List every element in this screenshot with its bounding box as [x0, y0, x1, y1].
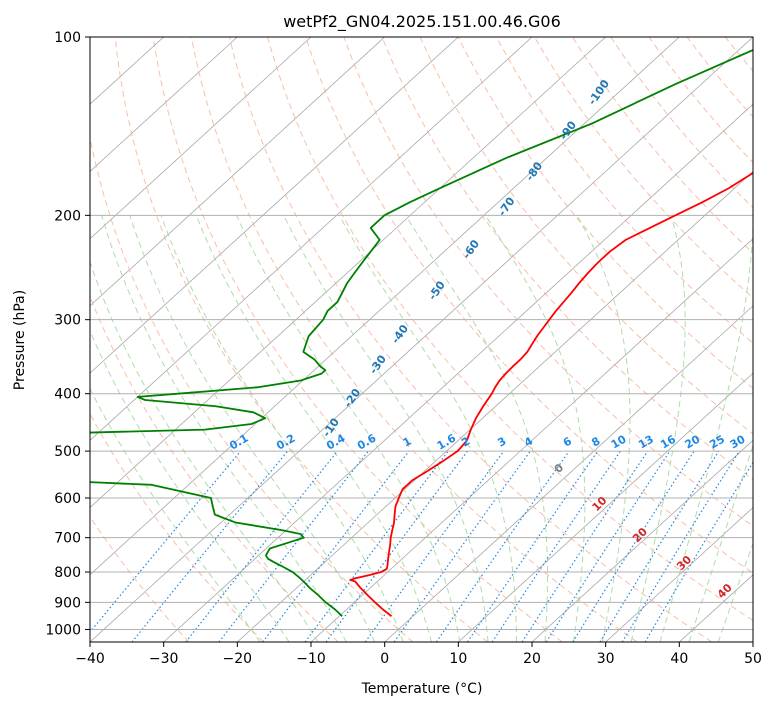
- mixing-ratio-line: [572, 450, 695, 642]
- isotherm-line: [384, 305, 753, 642]
- y-tick-label: 400: [54, 387, 81, 403]
- x-tick-label: 10: [449, 651, 467, 667]
- dry-adiabat-line: [419, 37, 753, 435]
- x-tick-label: −30: [149, 651, 179, 667]
- chart-title: wetPf2_GN04.2025.151.00.46.G06: [283, 12, 561, 32]
- dry-adiabat-line: [90, 515, 190, 642]
- mixing-ratio-line: [364, 450, 505, 642]
- isotherm-line: [90, 37, 533, 441]
- dry-adiabat-line: [495, 37, 753, 344]
- isotherm-line: [605, 507, 753, 642]
- isotherm-line: [752, 641, 753, 642]
- y-tick-label: 700: [54, 531, 81, 547]
- dry-adiabat-line: [90, 412, 264, 642]
- x-axis-ticks: −40 −30 −20 −10 0 10 20 30 40 50: [75, 642, 762, 667]
- moist-adiabat-line: [90, 387, 261, 642]
- x-tick-label: −20: [223, 651, 253, 667]
- moist-adiabat-line: [485, 215, 586, 642]
- isotherm-line: [163, 103, 753, 642]
- mixing-ratio-line: [185, 450, 339, 642]
- y-tick-label: 1000: [45, 622, 81, 638]
- dry-adiabat-line: [763, 37, 775, 642]
- mixing-ratio-line: [545, 450, 671, 642]
- dry-adiabat-line: [305, 37, 753, 574]
- dry-adiabat-line: [457, 37, 753, 389]
- dry-adiabat-line: [381, 37, 753, 481]
- x-tick-label: 0: [380, 651, 389, 667]
- dry-adiabat-line: [114, 37, 488, 642]
- x-tick-label: 40: [670, 651, 688, 667]
- mixing-ratio-line: [644, 461, 753, 642]
- moist-adiabat-line: [688, 443, 753, 642]
- dry-adiabat-line: [229, 37, 713, 642]
- y-tick-label: 500: [54, 444, 81, 460]
- dry-adiabat-line: [152, 37, 563, 642]
- profile-lines: [90, 48, 753, 617]
- y-axis-label: Pressure (hPa): [12, 290, 28, 390]
- x-tick-label: 30: [597, 651, 615, 667]
- isotherm-line: [310, 238, 753, 642]
- isotherm-line: [90, 37, 312, 240]
- mixing-ratio-line: [262, 450, 410, 642]
- mixing-ratio-line: [599, 450, 720, 642]
- moist-adiabat-line: [90, 260, 319, 642]
- isotherm-line: [90, 37, 606, 509]
- moist-adiabat-line: [576, 215, 631, 642]
- dewpoint-line: [90, 48, 753, 617]
- mixing-ratio-line: [218, 450, 369, 642]
- y-tick-label: 200: [54, 208, 81, 224]
- moist-adiabat-line: [195, 215, 432, 642]
- moist-adiabat-line: [405, 215, 549, 642]
- moist-adiabat-line: [236, 215, 461, 642]
- dry-adiabat-line: [572, 37, 753, 254]
- y-tick-label: 800: [54, 565, 81, 581]
- mixing-ratio-line: [393, 450, 531, 642]
- moist-adiabat-line: [160, 215, 404, 642]
- isotherm-line: [531, 439, 753, 642]
- isotherm-line: [90, 37, 459, 374]
- y-axis-ticks: 100 200 300 400 500 600 700 800 900 1000: [45, 30, 90, 638]
- dry-adiabat-line: [648, 37, 753, 164]
- pressure-grid: [90, 36, 753, 630]
- y-tick-label: 100: [54, 30, 81, 46]
- x-tick-label: 50: [744, 651, 762, 667]
- isotherm-line: [237, 170, 753, 642]
- y-tick-label: 900: [54, 595, 81, 611]
- isotherm-line: [90, 37, 238, 172]
- mixing-ratio-line: [90, 450, 242, 634]
- moist-adiabat-line: [630, 215, 686, 642]
- moist-adiabat-line: [338, 215, 517, 642]
- isotherm-line: [90, 37, 680, 576]
- y-tick-label: 600: [54, 491, 81, 507]
- x-tick-label: −10: [296, 651, 326, 667]
- isotherm-line: [90, 37, 753, 642]
- isotherm-line: [90, 37, 385, 307]
- dry-adiabat-line: [267, 37, 753, 622]
- x-axis-label: Temperature (°C): [361, 681, 483, 697]
- mixing-ratio-line: [467, 450, 599, 642]
- moist-adiabat-line: [101, 215, 347, 642]
- x-tick-label: −40: [75, 651, 105, 667]
- isotherm-line: [458, 372, 753, 642]
- y-tick-label: 300: [54, 313, 81, 329]
- dry-adiabat-line: [190, 37, 638, 642]
- dry-adiabat-line: [90, 295, 339, 642]
- plot-frame: [89, 36, 754, 643]
- mixing-ratio-line: [131, 450, 289, 642]
- temperature-line: [349, 171, 753, 617]
- x-tick-label: 20: [523, 651, 541, 667]
- mixing-ratio-line: [621, 450, 740, 642]
- moist-adiabat-line: [129, 215, 376, 642]
